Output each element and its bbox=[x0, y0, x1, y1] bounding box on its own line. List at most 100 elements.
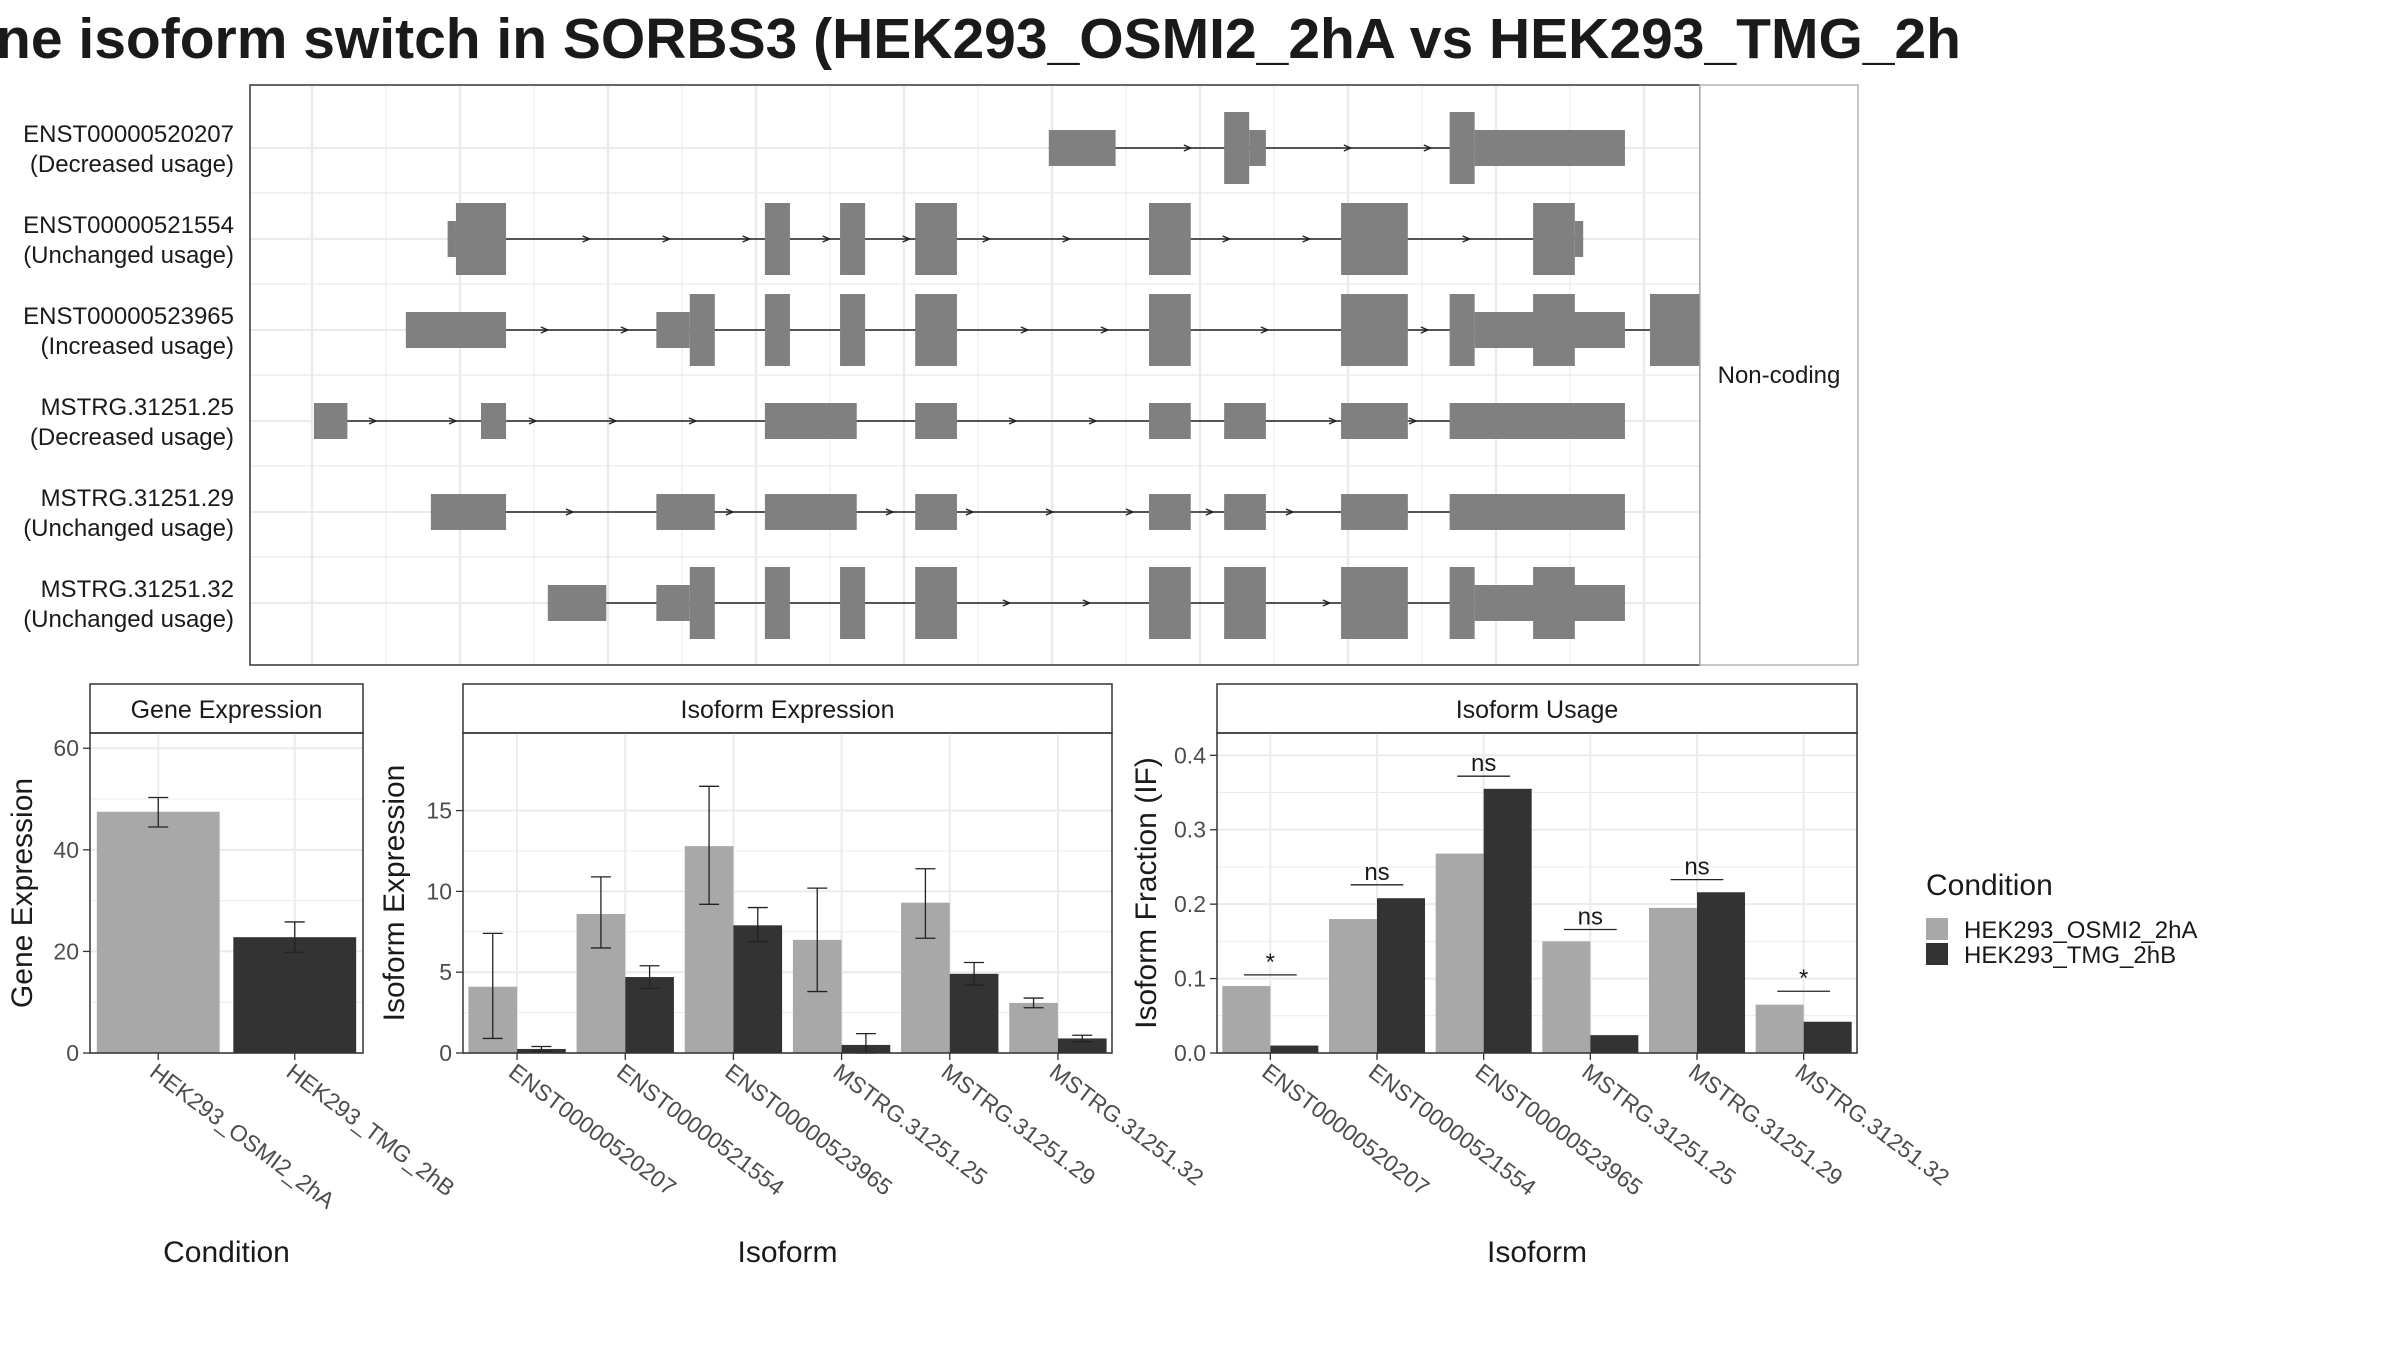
bar-mstrg-31251-29-hek293-osmi2-2ha bbox=[1649, 907, 1697, 1053]
bar-enst00000523965-hek293-osmi2-2ha bbox=[1435, 853, 1484, 1053]
intron-arrow bbox=[1008, 417, 1018, 425]
legend-swatch-condition-b bbox=[1926, 943, 1948, 965]
error-bar-hek293-osmi2-2ha bbox=[148, 796, 169, 828]
exon-block bbox=[689, 567, 715, 639]
transcript-usage-label: (Decreased usage) bbox=[30, 151, 234, 178]
legend-label-condition-b: HEK293_TMG_2hB bbox=[1964, 942, 2176, 969]
intron-arrow bbox=[688, 417, 698, 425]
legend-title: Condition bbox=[1926, 869, 2053, 902]
error-bar-hek293-tmg-2hb bbox=[284, 921, 305, 954]
error-bar-mstrg-31251-29-hek293-osmi2-2ha bbox=[915, 868, 936, 939]
intron-arrow bbox=[620, 326, 630, 334]
error-bar-enst00000521554-hek293-tmg-2hb bbox=[639, 965, 660, 990]
exon-block bbox=[1341, 403, 1408, 439]
y-tick-label: 0.3 bbox=[1174, 817, 1206, 843]
exon-block bbox=[1474, 585, 1625, 621]
intron-arrow bbox=[608, 417, 618, 425]
intron-arrow bbox=[565, 508, 575, 516]
intron-arrow bbox=[725, 508, 735, 516]
panel-border bbox=[1216, 732, 1858, 1054]
error-bar-enst00000520207-hek293-osmi2-2ha bbox=[482, 932, 503, 1040]
bar-mstrg-31251-29-hek293-tmg-2hb bbox=[949, 973, 999, 1053]
transcript-id-label: MSTRG.31251.25 bbox=[41, 394, 234, 421]
intron-arrow bbox=[965, 508, 975, 516]
significance-label: * bbox=[1799, 965, 1808, 992]
transcript-structure-panel: Non-coding ENST00000520207 (Decreased usa… bbox=[23, 84, 1859, 666]
bar-enst00000523965-hek293-tmg-2hb bbox=[733, 925, 783, 1053]
exon-block bbox=[1474, 130, 1625, 166]
bar-enst00000520207-hek293-osmi2-2ha bbox=[1222, 986, 1271, 1053]
isoform-expression-panel: Isoform Expression051015ENST00000520207E… bbox=[378, 683, 1209, 1269]
error-bar-enst00000521554-hek293-osmi2-2ha bbox=[590, 876, 611, 949]
exon-block bbox=[1224, 567, 1266, 639]
exon-block bbox=[1449, 567, 1475, 639]
exon-block bbox=[314, 403, 348, 439]
intron-arrow bbox=[1100, 326, 1110, 334]
significance-label: ns bbox=[1364, 859, 1389, 886]
bar-enst00000523965-hek293-tmg-2hb bbox=[1483, 788, 1532, 1053]
intron-arrow bbox=[1302, 235, 1312, 243]
intron-arrow bbox=[662, 235, 672, 243]
exon-block bbox=[1449, 294, 1475, 366]
exon-block bbox=[1449, 112, 1475, 184]
transcript-row-mstrg-31251-25 bbox=[314, 403, 1625, 439]
exon-block bbox=[840, 294, 866, 366]
transcript-row-enst00000523965 bbox=[405, 294, 1701, 366]
transcript-usage-label: (Unchanged usage) bbox=[23, 515, 234, 542]
exon-block bbox=[481, 403, 507, 439]
intron-arrow bbox=[902, 235, 912, 243]
bar-mstrg-31251-32-hek293-osmi2-2ha bbox=[1755, 1004, 1804, 1053]
intron-arrow bbox=[1125, 508, 1135, 516]
transcript-id-label: ENST00000521554 bbox=[23, 212, 234, 239]
exon-block bbox=[764, 203, 790, 275]
facet-strip-label: Isoform Usage bbox=[1456, 696, 1619, 724]
exon-block bbox=[1449, 403, 1625, 439]
intron-arrow bbox=[1343, 144, 1353, 152]
bar-hek293-tmg-2hb bbox=[233, 937, 357, 1053]
exon-block bbox=[915, 294, 957, 366]
transcript-row-enst00000520207 bbox=[1048, 112, 1625, 184]
exon-block bbox=[447, 221, 456, 257]
exon-block bbox=[764, 494, 857, 530]
intron-arrow bbox=[1222, 235, 1232, 243]
panel-border bbox=[89, 732, 364, 1054]
structure-rows bbox=[314, 112, 1701, 639]
bar-enst00000521554-hek293-tmg-2hb bbox=[625, 977, 674, 1053]
intron-arrow bbox=[1183, 144, 1193, 152]
intron-arrow bbox=[742, 235, 752, 243]
y-tick-label: 0.4 bbox=[1174, 742, 1206, 768]
exon-block bbox=[1149, 294, 1191, 366]
intron-arrow bbox=[1328, 417, 1338, 425]
exon-block bbox=[1449, 494, 1625, 530]
intron-arrow bbox=[1088, 417, 1098, 425]
exon-block bbox=[1341, 294, 1408, 366]
exon-block bbox=[547, 585, 607, 621]
exon-block bbox=[455, 203, 507, 275]
error-bar-enst00000520207-hek293-tmg-2hb bbox=[531, 1045, 552, 1053]
legend: Condition HEK293_OSMI2_2hA HEK293_TMG_2h… bbox=[1926, 869, 2197, 969]
exon-block bbox=[1650, 294, 1701, 366]
exon-block bbox=[1149, 203, 1191, 275]
bar-enst00000521554-hek293-osmi2-2ha bbox=[1329, 919, 1377, 1053]
intron-arrow bbox=[1002, 599, 1012, 607]
exon-block bbox=[1533, 203, 1575, 275]
intron-arrow bbox=[1420, 326, 1430, 334]
y-tick-label: 0.1 bbox=[1174, 966, 1206, 992]
exon-block bbox=[1048, 130, 1116, 166]
transcript-row-mstrg-31251-32 bbox=[547, 567, 1625, 639]
exon-block bbox=[915, 403, 957, 439]
exon-block bbox=[1249, 130, 1266, 166]
exon-block bbox=[1474, 312, 1625, 348]
bar-mstrg-31251-25-hek293-osmi2-2ha bbox=[1542, 941, 1591, 1053]
error-bar-enst00000523965-hek293-osmi2-2ha bbox=[699, 785, 720, 905]
exon-block bbox=[656, 585, 690, 621]
intron-arrow bbox=[528, 417, 538, 425]
non-coding-facet-strip bbox=[1699, 84, 1859, 666]
exon-block bbox=[1224, 403, 1266, 439]
x-axis-title: Condition bbox=[163, 1236, 290, 1269]
exon-block bbox=[1149, 494, 1191, 530]
intron-arrow bbox=[582, 235, 592, 243]
exon-block bbox=[915, 494, 957, 530]
transcript-usage-label: (Unchanged usage) bbox=[23, 242, 234, 269]
facet-strip-label: Gene Expression bbox=[131, 696, 323, 724]
